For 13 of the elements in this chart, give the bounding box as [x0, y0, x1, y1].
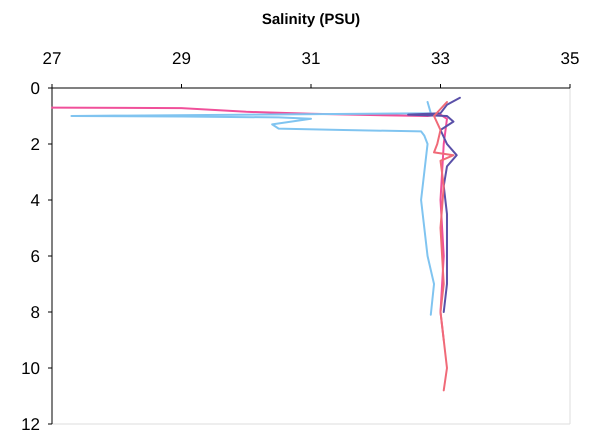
- x-tick-label: 29: [172, 49, 191, 68]
- x-tick-label: 31: [302, 49, 320, 68]
- y-tick-label: 0: [30, 78, 40, 98]
- x-tick-label: 35: [560, 49, 580, 68]
- y-tick-label: 12: [21, 414, 40, 434]
- x-axis-title: Salinity (PSU): [262, 11, 360, 28]
- x-tick-label: 27: [42, 49, 62, 68]
- y-tick-label: 6: [30, 246, 40, 266]
- y-tick-label: 4: [30, 190, 40, 210]
- y-tick-label: 10: [21, 358, 40, 378]
- y-tick-label: 8: [30, 302, 40, 322]
- x-tick-label: 33: [431, 49, 450, 68]
- y-tick-label: 2: [30, 134, 40, 154]
